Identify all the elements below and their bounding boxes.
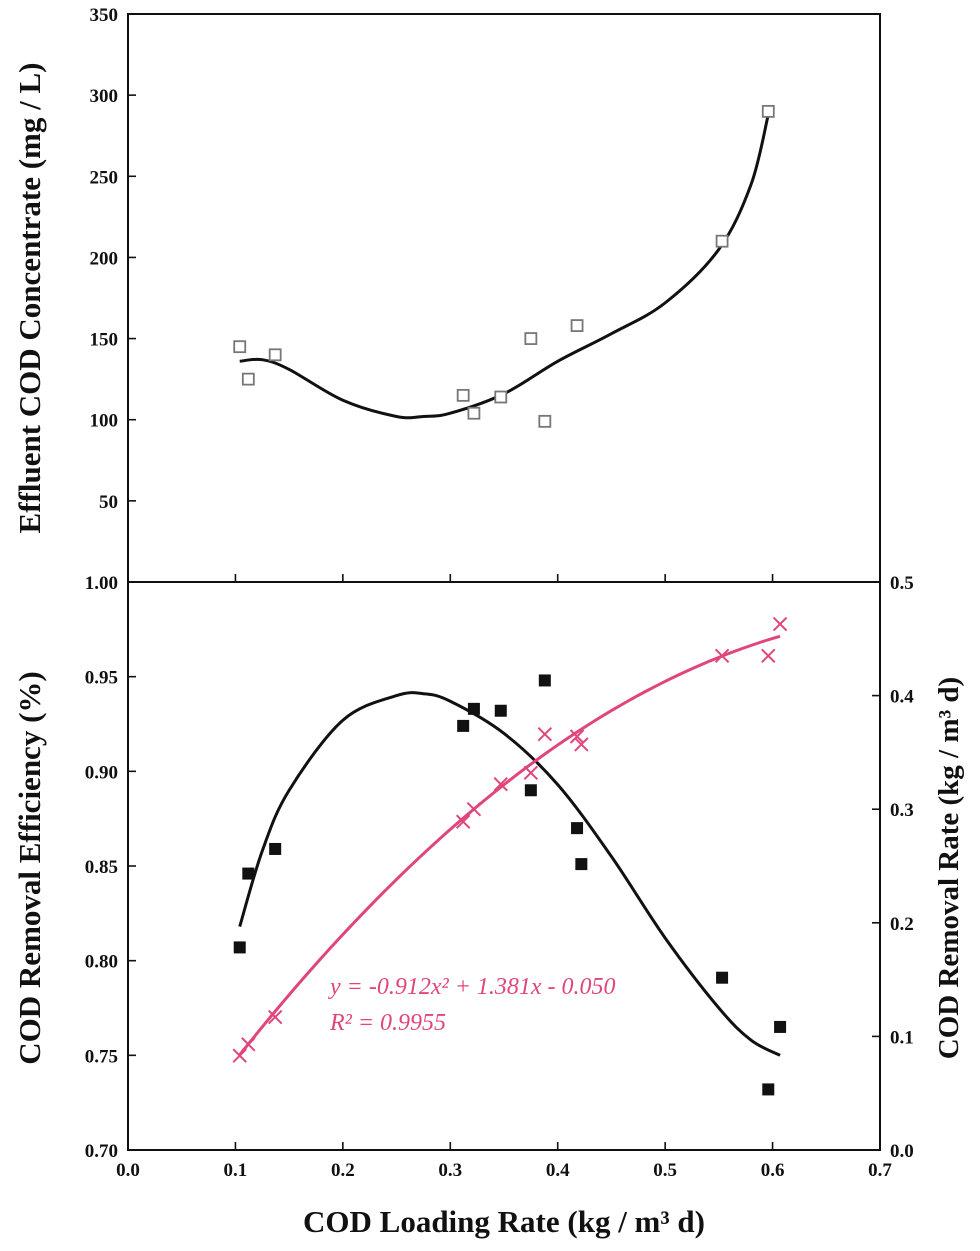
x-axis: 0.0 0.1 0.2 0.3 0.4 0.5 0.6 0.7 (116, 574, 892, 1181)
x-tick-label: 0.5 (653, 1160, 677, 1181)
bottom-y-tick-label: 0.70 (85, 1141, 118, 1162)
bottom-panel: 0.70 0.75 0.80 0.85 0.90 0.95 0.0 0.1 0.2 0.3 0.4… (12, 573, 965, 1181)
bottom-y-tick-label: 0.75 (85, 1046, 118, 1067)
x-tick-label: 0.3 (438, 1160, 462, 1181)
bottom-y-axis-right: 0.0 0.1 0.2 0.3 0.4 0.5 (872, 573, 914, 1162)
cross-stroke (537, 727, 553, 742)
efficiency-fit-curve (238, 691, 781, 1057)
top-data-point (761, 104, 775, 118)
bottom-y-tick-label: 0.90 (85, 762, 118, 783)
cross-stroke (569, 729, 585, 744)
removal-rate-data-point (267, 1009, 283, 1025)
efficiency-data-point (269, 842, 282, 855)
top-plot-area (233, 104, 775, 428)
bottom-plot-frame (127, 581, 881, 1151)
removal-rate-data-point (232, 1048, 247, 1063)
bottom-y-right-tick-label: 0.4 (890, 687, 914, 708)
efficiency-data-point (233, 941, 246, 954)
cross-stroke (466, 801, 482, 817)
efficiency-data-point (494, 704, 507, 717)
cross-stroke (574, 737, 589, 752)
bottom-y-right-tick-label: 0.5 (890, 573, 914, 594)
removal-rate-data-point (493, 777, 508, 792)
fit-r-squared: R² = 0.9955 (329, 1010, 446, 1036)
top-y-tick-label: 1.00 (85, 573, 118, 594)
bottom-y-axis-title-right: COD Removal Rate (kg / m³ d) (933, 677, 965, 1059)
cross-stroke (761, 648, 776, 664)
bottom-y-tick-label: 0.80 (85, 952, 118, 973)
removal-rate-data-point (714, 648, 730, 664)
top-data-point (233, 340, 247, 354)
top-fit-curve (239, 114, 770, 420)
removal-rate-data-point (569, 729, 585, 744)
x-tick-label: 0.0 (116, 1160, 140, 1181)
x-tick-label: 0.6 (761, 1160, 785, 1181)
efficiency-data-point (716, 971, 729, 984)
removal-rate-data-point (761, 648, 776, 664)
x-tick-label: 0.7 (868, 1160, 892, 1181)
top-data-point (456, 388, 470, 402)
top-y-tick-label: 350 (90, 5, 119, 26)
efficiency-data-point (538, 674, 551, 687)
removal-rate-data-point (574, 737, 589, 752)
top-panel: 1.00 50 100 150 200 250 300 350 Effluent COD Co… (12, 5, 881, 594)
top-y-tick-label: 250 (90, 167, 119, 188)
removal-rate-data-point (455, 814, 471, 829)
top-y-tick-label: 100 (90, 411, 119, 432)
cross-stroke (241, 1037, 256, 1052)
bottom-y-right-tick-label: 0.0 (890, 1141, 914, 1162)
top-y-tick-label: 300 (90, 86, 119, 107)
top-y-tick-label: 150 (90, 330, 119, 351)
efficiency-data-point (762, 1083, 775, 1096)
cross-stroke (267, 1009, 283, 1025)
bottom-y-right-tick-label: 0.2 (890, 914, 914, 935)
bottom-y-tick-label: 0.95 (85, 668, 118, 689)
removal-rate-fit-curve (238, 634, 781, 1056)
efficiency-data-point (457, 719, 470, 732)
x-tick-label: 0.2 (331, 1160, 355, 1181)
cross-stroke (232, 1048, 247, 1063)
top-y-tick-label: 50 (99, 492, 118, 513)
top-y-tick-label: 200 (90, 248, 119, 269)
top-y-axis-title: Effluent COD Concentrate (mg / L) (12, 63, 47, 534)
top-data-point (538, 414, 552, 428)
x-tick-label: 0.4 (546, 1160, 570, 1181)
efficiency-data-point (524, 784, 537, 797)
bottom-plot-area (232, 616, 788, 1096)
cross-stroke (523, 765, 539, 781)
removal-rate-data-point (466, 801, 482, 817)
x-axis-title: COD Loading Rate (kg / m³ d) (303, 1204, 705, 1239)
top-data-point (570, 319, 584, 332)
fit-equation: y = -0.912x² + 1.381x - 0.050 (328, 974, 616, 1000)
bottom-y-axis-title-left: COD Removal Efficiency (%) (12, 671, 47, 1064)
efficiency-data-point (242, 867, 255, 880)
bottom-y-tick-label: 0.85 (85, 857, 118, 878)
cross-stroke (714, 648, 730, 664)
top-y-axis: 1.00 50 100 150 200 250 300 350 (85, 5, 136, 594)
removal-rate-data-point (241, 1037, 256, 1052)
removal-rate-data-point (537, 727, 553, 742)
cross-stroke (455, 814, 471, 829)
efficiency-data-point (571, 822, 584, 835)
efficiency-data-point (575, 858, 588, 871)
top-data-point (524, 332, 538, 345)
removal-rate-data-point (772, 616, 788, 632)
top-data-point (268, 348, 282, 362)
top-data-point (241, 372, 255, 386)
top-plot-frame (127, 13, 881, 583)
bottom-y-axis-left: 0.70 0.75 0.80 0.85 0.90 0.95 (85, 581, 136, 1162)
x-tick-label: 0.1 (224, 1160, 248, 1181)
top-data-point (715, 234, 729, 248)
efficiency-data-point (467, 702, 480, 715)
bottom-y-right-tick-label: 0.1 (890, 1027, 914, 1048)
efficiency-data-point (774, 1020, 787, 1033)
top-data-point (494, 390, 508, 404)
top-data-point (467, 406, 481, 420)
removal-rate-data-point (523, 765, 539, 781)
cross-stroke (772, 616, 788, 632)
bottom-y-right-tick-label: 0.3 (890, 800, 914, 821)
cross-stroke (493, 777, 508, 792)
